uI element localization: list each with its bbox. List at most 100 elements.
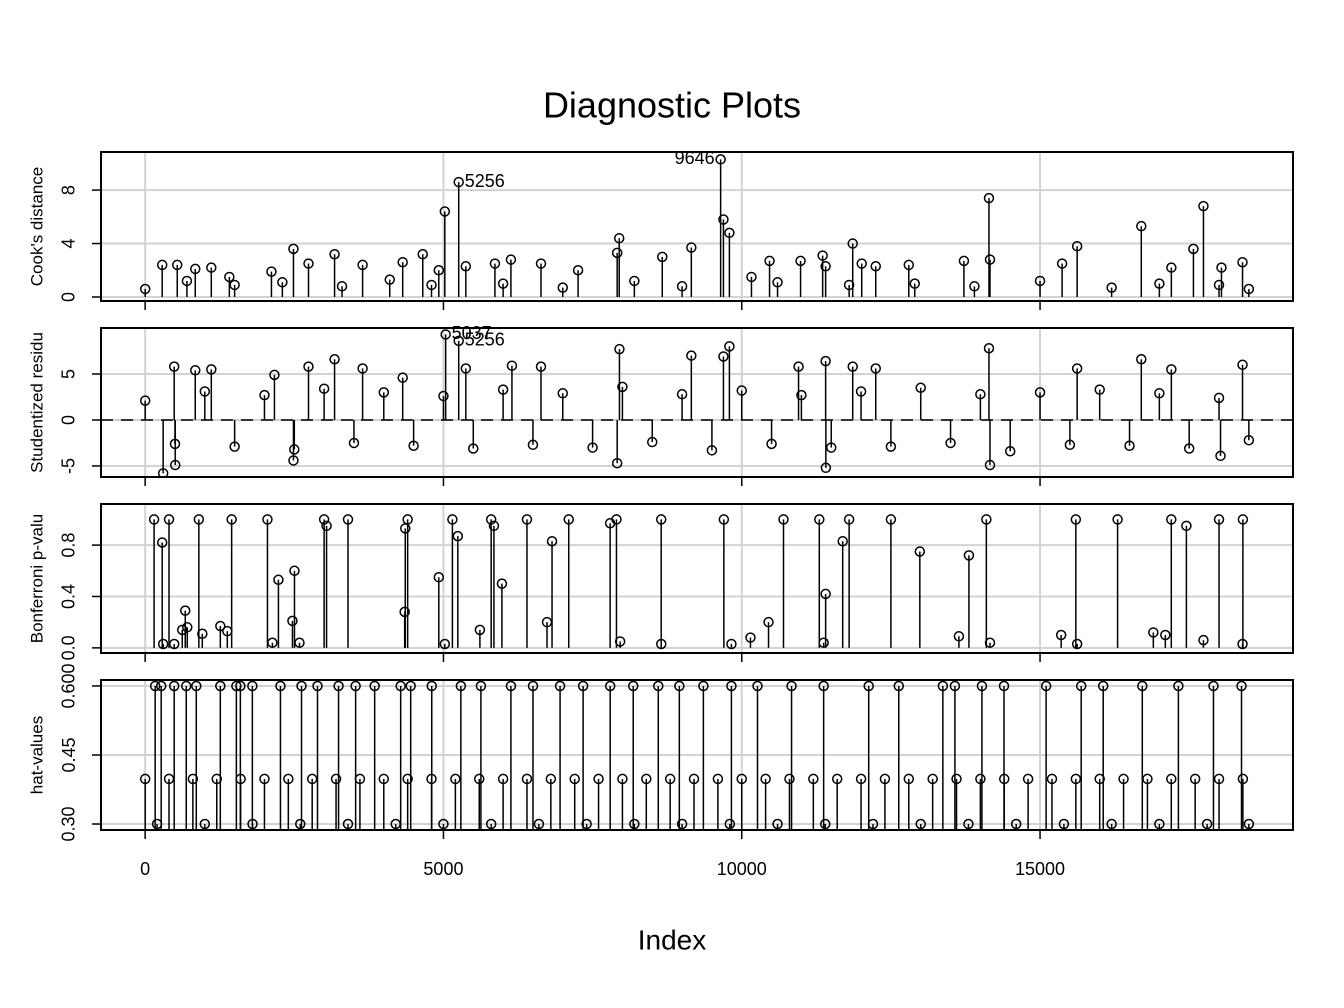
point xyxy=(726,680,737,692)
point xyxy=(1094,773,1105,785)
point xyxy=(497,278,509,289)
point xyxy=(357,259,368,271)
point xyxy=(474,624,486,636)
point xyxy=(390,818,401,830)
point xyxy=(475,680,487,692)
point xyxy=(247,818,258,830)
point xyxy=(611,247,623,259)
point xyxy=(1243,818,1255,830)
x-axis-label: Index xyxy=(638,924,707,955)
point xyxy=(378,387,390,398)
point xyxy=(903,259,915,271)
point xyxy=(814,514,825,525)
point xyxy=(179,605,191,616)
point xyxy=(843,514,855,525)
point xyxy=(1181,520,1192,532)
point xyxy=(655,514,667,525)
point xyxy=(163,773,175,785)
point xyxy=(206,364,217,375)
point xyxy=(259,773,270,785)
point xyxy=(1166,514,1177,525)
point xyxy=(820,355,831,367)
point xyxy=(764,255,775,267)
point xyxy=(453,335,464,347)
y-tick-label: 0 xyxy=(59,292,79,302)
point xyxy=(354,773,366,785)
y-tick-label: 0.8 xyxy=(59,533,79,558)
point xyxy=(453,176,464,188)
x-tick-label: 15000 xyxy=(1015,859,1065,879)
point xyxy=(915,818,926,830)
point xyxy=(975,773,986,785)
point xyxy=(855,773,867,785)
point xyxy=(342,514,354,525)
point xyxy=(760,773,771,785)
point xyxy=(157,638,169,650)
point xyxy=(686,242,697,253)
point xyxy=(706,445,718,456)
point xyxy=(981,514,992,525)
point xyxy=(306,773,318,785)
point xyxy=(535,361,547,372)
point xyxy=(1137,680,1148,692)
point xyxy=(937,680,949,692)
point xyxy=(676,388,688,400)
panel-frame xyxy=(100,151,1294,302)
point xyxy=(676,818,688,830)
point xyxy=(545,773,557,785)
point xyxy=(825,442,837,453)
point xyxy=(215,680,226,692)
point xyxy=(984,459,996,471)
point xyxy=(674,680,685,692)
point xyxy=(295,818,306,830)
point xyxy=(847,238,858,249)
point xyxy=(546,536,558,547)
point xyxy=(914,546,926,557)
point xyxy=(820,261,831,272)
point xyxy=(817,250,828,261)
point xyxy=(1058,818,1070,830)
point xyxy=(686,350,697,361)
point xyxy=(312,680,323,692)
point xyxy=(187,773,199,785)
point xyxy=(885,441,897,452)
point xyxy=(958,255,970,267)
x-tick-label: 5000 xyxy=(423,859,463,879)
point xyxy=(473,773,485,785)
point xyxy=(206,262,217,273)
point xyxy=(837,536,848,547)
point xyxy=(820,818,831,830)
point xyxy=(1198,634,1209,646)
point xyxy=(587,442,598,453)
point xyxy=(784,773,795,785)
point xyxy=(1213,514,1225,525)
point xyxy=(426,279,437,291)
point xyxy=(593,773,604,785)
point xyxy=(736,773,747,785)
point xyxy=(224,271,235,283)
point xyxy=(1112,514,1123,525)
point xyxy=(395,680,406,692)
point xyxy=(277,277,288,288)
point xyxy=(614,343,625,355)
point xyxy=(489,258,501,269)
point xyxy=(1166,262,1177,273)
point xyxy=(563,514,574,525)
point xyxy=(1022,773,1034,785)
point xyxy=(149,680,161,692)
point xyxy=(855,386,867,397)
point xyxy=(275,680,286,692)
point xyxy=(527,439,539,451)
point xyxy=(438,390,449,402)
point xyxy=(318,383,330,394)
point xyxy=(949,680,961,692)
point xyxy=(155,680,167,692)
point xyxy=(168,361,180,372)
point xyxy=(405,680,416,692)
point xyxy=(676,281,688,292)
point xyxy=(259,389,270,401)
y-axis-label: Cook's distance xyxy=(27,167,46,286)
point-label: 5256 xyxy=(465,330,505,350)
y-tick-label: 0.600 xyxy=(59,663,79,708)
point xyxy=(497,773,509,785)
